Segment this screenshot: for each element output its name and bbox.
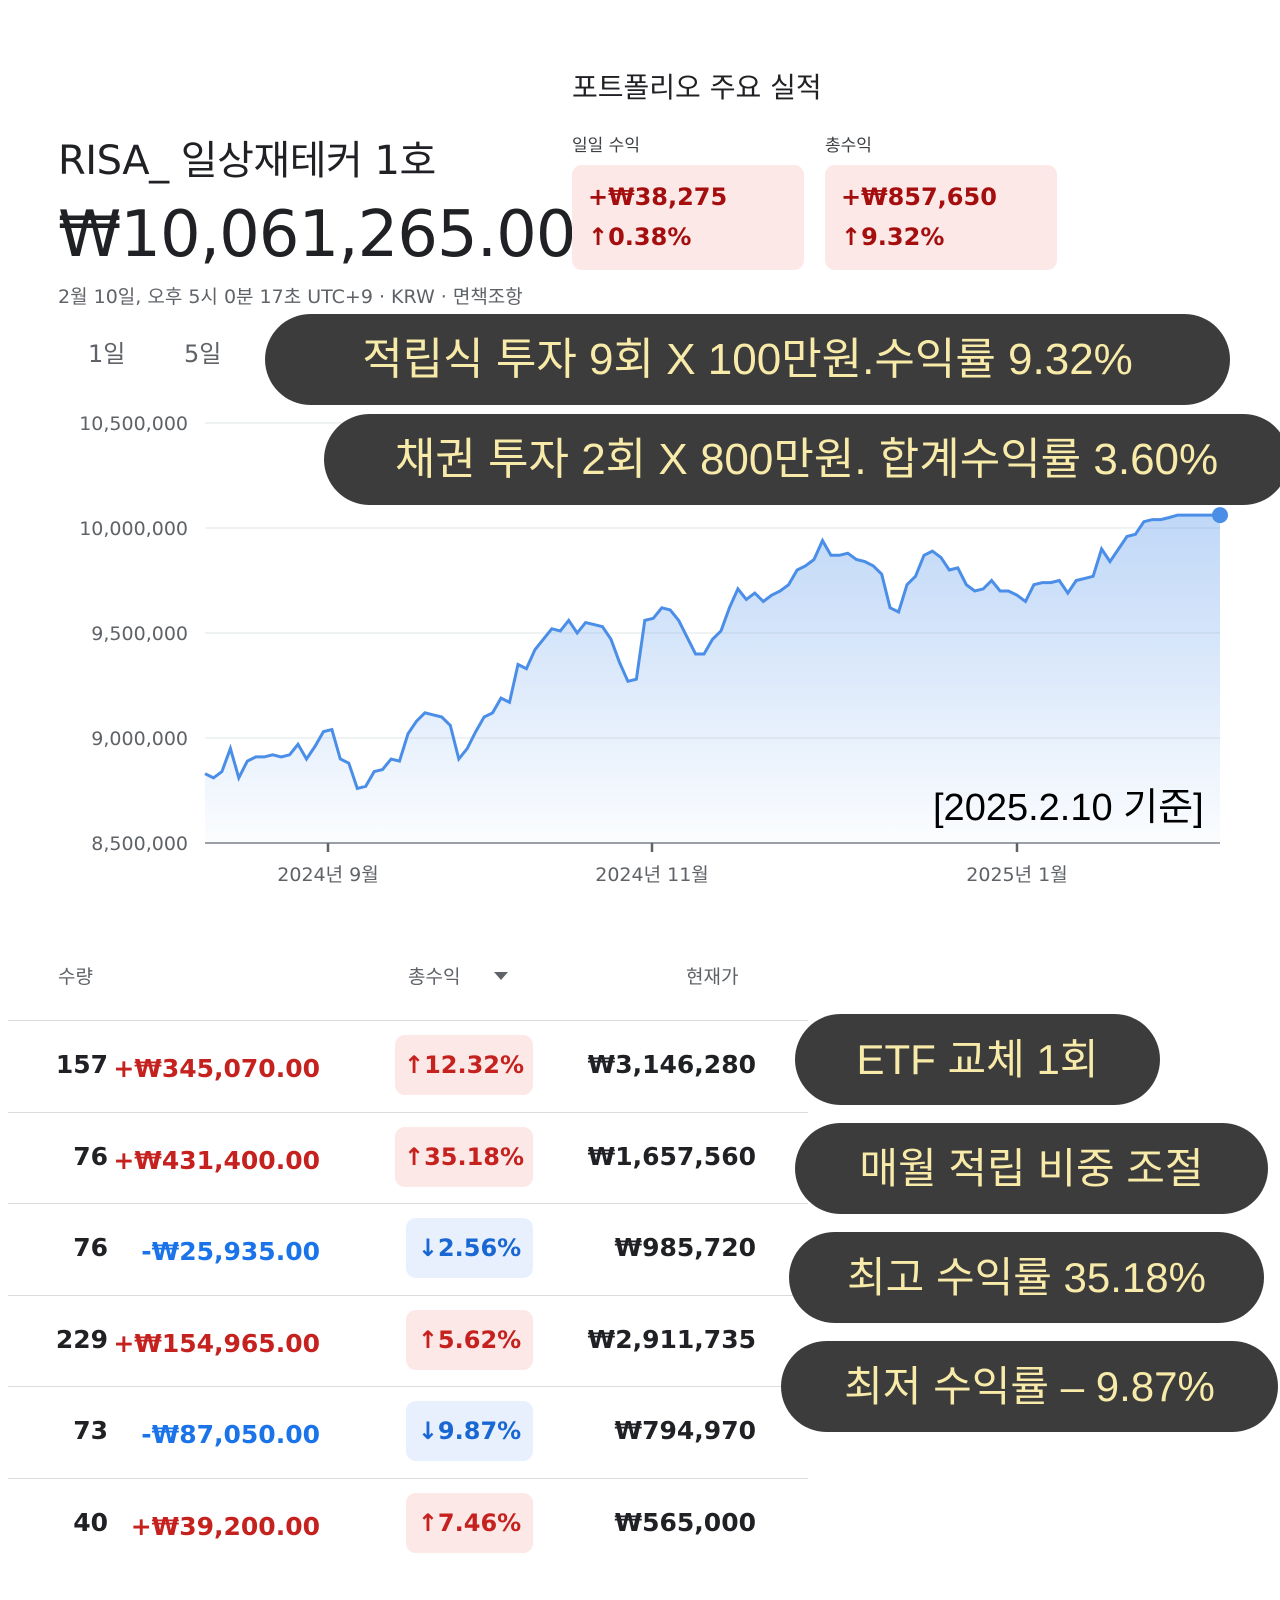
timestamp: 2월 10일, 오후 5시 0분 17초 UTC+9 · KRW · 면책조항 <box>58 286 523 308</box>
row-gain-percent-chip: ↑5.62% <box>406 1309 533 1370</box>
row-total-gain: -₩25,935.00 <box>141 1237 320 1266</box>
row-total-gain: -₩87,050.00 <box>141 1420 320 1449</box>
row-qty: 76 <box>73 1141 108 1171</box>
tab-5-day[interactable]: 5일 <box>184 340 222 368</box>
row-gain-percent-chip: ↑7.46% <box>406 1492 533 1553</box>
table-divider <box>8 1294 808 1296</box>
row-gain-percent-chip: ↓2.56% <box>406 1218 533 1278</box>
y-tick-label: 10,500,000 <box>79 413 188 435</box>
callout-monthly-rebalance: 매월 적립 비중 조절 <box>795 1123 1268 1214</box>
as-of-date: [2025.2.10 기준] <box>933 787 1204 829</box>
row-total-gain: +₩154,965.00 <box>113 1328 320 1358</box>
table-divider <box>8 1020 808 1021</box>
table-divider <box>8 1477 808 1479</box>
column-header-qty[interactable]: 수량 <box>58 966 93 988</box>
daily-gain-amount: +₩38,275 <box>588 183 728 211</box>
table-divider <box>8 1203 808 1204</box>
table-row[interactable]: 40 +₩39,200.00 ↑7.46% ₩565,000 <box>8 1478 808 1570</box>
current-value-dot <box>1212 507 1228 524</box>
row-total-gain: +₩431,400.00 <box>113 1145 320 1175</box>
row-total-gain: +₩345,070.00 <box>113 1054 320 1083</box>
row-current-price: ₩985,720 <box>614 1233 756 1262</box>
row-qty: 73 <box>73 1416 108 1445</box>
row-gain-percent-chip: ↑35.18% <box>395 1126 533 1187</box>
callout-max-return: 최고 수익률 35.18% <box>789 1232 1264 1323</box>
y-tick-label: 9,500,000 <box>91 623 188 645</box>
table-row[interactable]: 73 -₩87,050.00 ↓9.87% ₩794,970 <box>8 1386 808 1478</box>
row-current-price: ₩3,146,280 <box>587 1050 756 1079</box>
column-header-total-gain[interactable]: 총수익 <box>408 966 461 988</box>
row-current-price: ₩794,970 <box>614 1416 756 1445</box>
total-gain-label: 총수익 <box>825 136 872 156</box>
tab-1-day[interactable]: 1일 <box>88 340 126 368</box>
sort-down-icon[interactable] <box>494 972 508 980</box>
chart-line <box>204 513 1220 791</box>
x-tick-label: 2025년 1월 <box>966 864 1067 886</box>
callout-min-return: 최저 수익률 – 9.87% <box>781 1341 1278 1432</box>
total-gain-amount: +₩857,650 <box>841 183 997 211</box>
column-header-price[interactable]: 현재가 <box>686 966 739 988</box>
table-row[interactable]: 76 +₩431,400.00 ↑35.18% ₩1,657,560 <box>8 1112 808 1204</box>
row-qty: 40 <box>73 1507 108 1537</box>
daily-gain-percent: ↑0.38% <box>588 223 692 251</box>
row-current-price: ₩1,657,560 <box>587 1141 756 1171</box>
row-current-price: ₩2,911,735 <box>587 1324 756 1354</box>
table-row[interactable]: 157 +₩345,070.00 ↑12.32% ₩3,146,280 <box>8 1020 808 1112</box>
row-qty: 76 <box>73 1233 108 1262</box>
table-divider <box>8 1386 808 1387</box>
row-qty: 157 <box>55 1050 108 1079</box>
row-gain-percent-chip: ↑12.32% <box>395 1035 533 1095</box>
callout-installment-investment: 적립식 투자 9회 X 100만원.수익률 9.32% <box>265 314 1230 405</box>
row-gain-percent-chip: ↓9.87% <box>406 1401 533 1461</box>
table-divider <box>8 1111 808 1113</box>
table-row[interactable]: 229 +₩154,965.00 ↑5.62% ₩2,911,735 <box>8 1295 808 1387</box>
callout-etf-swap: ETF 교체 1회 <box>795 1014 1160 1105</box>
y-tick-label: 9,000,000 <box>91 728 188 750</box>
x-tick-label: 2024년 11월 <box>595 864 709 886</box>
total-value: ₩10,061,265.00 <box>58 198 576 272</box>
y-tick-label: 8,500,000 <box>91 833 188 855</box>
row-qty: 229 <box>55 1324 108 1354</box>
y-tick-label: 10,000,000 <box>79 518 188 540</box>
performance-title: 포트폴리오 주요 실적 <box>572 71 822 104</box>
daily-gain-label: 일일 수익 <box>572 136 640 156</box>
table-row[interactable]: 76 -₩25,935.00 ↓2.56% ₩985,720 <box>8 1203 808 1295</box>
total-gain-card: +₩857,650 ↑9.32% <box>825 165 1057 270</box>
portfolio-name: RISA_ 일상재테커 1호 <box>58 138 436 184</box>
row-total-gain: +₩39,200.00 <box>130 1511 320 1541</box>
callout-bond-investment: 채권 투자 2회 X 800만원. 합계수익률 3.60% <box>324 414 1280 505</box>
total-gain-percent: ↑9.32% <box>841 223 945 251</box>
x-tick-label: 2024년 9월 <box>277 864 378 886</box>
daily-gain-card: +₩38,275 ↑0.38% <box>572 165 804 270</box>
row-current-price: ₩565,000 <box>614 1507 756 1537</box>
